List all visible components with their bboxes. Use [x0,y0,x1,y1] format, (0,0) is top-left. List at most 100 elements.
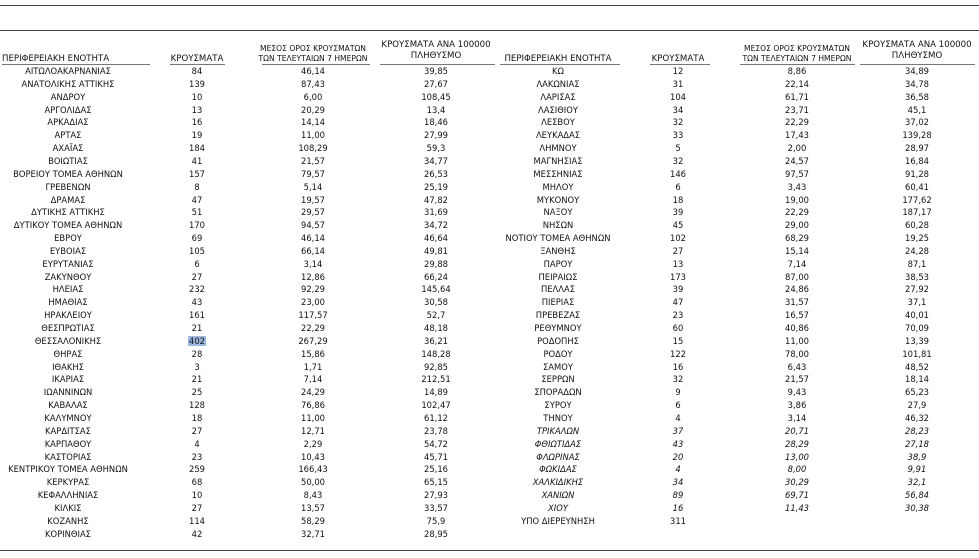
cell-avg-7-days: 13,00 [785,451,809,464]
cell-text: 27 [672,245,684,256]
cell-text: 45,71 [424,451,448,462]
cell-text: 92,29 [301,284,325,295]
cell-cases: 157 [189,168,205,181]
cell-per-100k: 33,57 [424,502,448,515]
cell-region: ΙΚΑΡΙΑΣ [52,373,84,386]
cell-region: ΙΘΑΚΗΣ [52,361,84,374]
cell-cases: 13 [192,104,203,117]
cell-text: 11,00 [301,130,325,141]
cell-cases: 16 [673,502,684,515]
cell-region: ΧΑΝΙΩΝ [542,489,575,502]
cell-region: ΑΝΑΤΟΛΙΚΗΣ ΑΤΤΙΚΗΣ [22,78,115,91]
cell-text: 161 [189,310,205,321]
cell-text: ΥΠΟ ΔΙΕΡΕΥΝΗΣΗ [521,515,595,526]
cell-region: ΚΕΝΤΡΙΚΟΥ ΤΟΜΕΑ ΑΘΗΝΩΝ [8,463,128,476]
cell-text: ΛΗΜΝΟΥ [539,143,577,154]
cell-cases: 8 [194,181,199,194]
cell-text: 114 [189,515,205,526]
cell-text: ΝΟΤΙΟΥ ΤΟΜΕΑ ΑΘΗΝΩΝ [505,233,611,244]
cell-per-100k: 101,81 [902,348,931,361]
header-underline [740,64,855,65]
cell-per-100k: 148,28 [421,348,450,361]
cell-text: 36,21 [424,335,448,346]
cell-cases: 39 [673,206,684,219]
cell-cases: 6 [194,258,199,271]
cell-text: 3,43 [787,181,807,192]
cell-avg-7-days: 92,29 [301,283,325,296]
cell-region: ΠΡΕΒΕΖΑΣ [536,309,580,322]
cell-region: ΑΡΚΑΔΙΑΣ [47,116,88,129]
cell-text: 21,57 [301,155,325,166]
cell-region: ΚΑΛΥΜΝΟΥ [44,412,91,425]
cell-per-100k: 32,1 [908,476,927,489]
cell-text: 16 [672,361,684,372]
header-rule [0,30,979,31]
cell-region: ΡΟΔΟΠΗΣ [537,335,579,348]
cell-text: 22,29 [785,207,809,218]
cell-text: 13 [672,258,684,269]
cell-text: ΓΡΕΒΕΝΩΝ [45,181,91,192]
cell-avg-7-days: 22,14 [785,78,809,91]
cell-text: ΠΑΡΟΥ [543,258,573,269]
cell-cases: 16 [673,361,684,374]
cell-avg-7-days: 22,29 [785,116,809,129]
cell-avg-7-days: 21,57 [785,373,809,386]
cell-per-100k: 66,24 [424,271,448,284]
cell-text: ΒΟΙΩΤΙΑΣ [48,155,88,166]
cell-text: 24,57 [785,155,809,166]
cell-text: 92,85 [424,361,448,372]
cell-region: ΘΕΣΠΡΩΤΙΑΣ [41,322,95,335]
cell-text: 27 [191,425,203,436]
cell-text: 7,14 [303,374,323,385]
cell-cases: 170 [189,219,205,232]
cell-text: 28,95 [424,528,448,539]
cell-cases: 32 [673,373,684,386]
cell-per-100k: 27,92 [905,283,929,296]
cell-avg-7-days: 87,00 [785,271,809,284]
cell-avg-7-days: 78,00 [785,348,809,361]
cell-cases: 102 [670,232,686,245]
cell-cases: 25 [192,386,203,399]
cell-avg-7-days: 66,14 [301,245,325,258]
cell-region: ΣΥΡΟΥ [544,399,571,412]
cell-region: ΙΩΑΝΝΙΝΩΝ [44,386,93,399]
cell-text: 177,62 [902,194,932,205]
cell-text: 145,64 [421,284,451,295]
cell-region: ΝΑΞΟΥ [544,206,573,219]
cell-cases: 173 [670,271,686,284]
cell-text: 6,00 [303,91,323,102]
cell-cases: 122 [670,348,686,361]
cell-text: 78,00 [785,348,809,359]
header-region: ΠΕΡΙΦΕΡΕΙΑΚΗ ΕΝΟΤΗΤΑ [2,54,110,64]
cell-text: 51 [191,207,203,218]
cell-cases: 27 [673,245,684,258]
cell-text: 32 [672,374,684,385]
cell-cases: 10 [192,489,203,502]
cell-text: 68 [191,477,203,488]
cell-text: ΣΠΟΡΑΔΩΝ [534,387,582,398]
cell-region: ΚΕΦΑΛΛΗΝΙΑΣ [38,489,99,502]
cell-avg-7-days: 7,14 [304,373,323,386]
cell-region: ΥΠΟ ΔΙΕΡΕΥΝΗΣΗ [521,515,595,528]
cell-text: 27,92 [905,284,929,295]
cell-text: ΜΑΓΝΗΣΙΑΣ [533,155,583,166]
cell-text: 87,43 [301,78,325,89]
cell-text: 39 [672,284,684,295]
cell-per-100k: 61,12 [424,412,448,425]
cell-region: ΠΑΡΟΥ [544,258,573,271]
cell-text: 8,86 [787,66,807,76]
header-underline [262,64,370,65]
cell-avg-7-days: 50,00 [301,476,325,489]
cell-text: 60,28 [905,220,929,231]
cell-region: ΧΑΛΚΙΔΙΚΗΣ [533,476,583,489]
cell-region: ΛΕΣΒΟΥ [541,116,575,129]
cell-text: 13,39 [905,335,929,346]
cell-region: ΑΡΤΑΣ [55,129,82,142]
cell-text: 13 [191,104,203,115]
cell-text: 31 [672,78,684,89]
header-underline [650,64,710,65]
cell-avg-7-days: 108,29 [298,142,327,155]
cell-avg-7-days: 14,14 [301,116,325,129]
cell-text: 14,14 [301,117,325,128]
